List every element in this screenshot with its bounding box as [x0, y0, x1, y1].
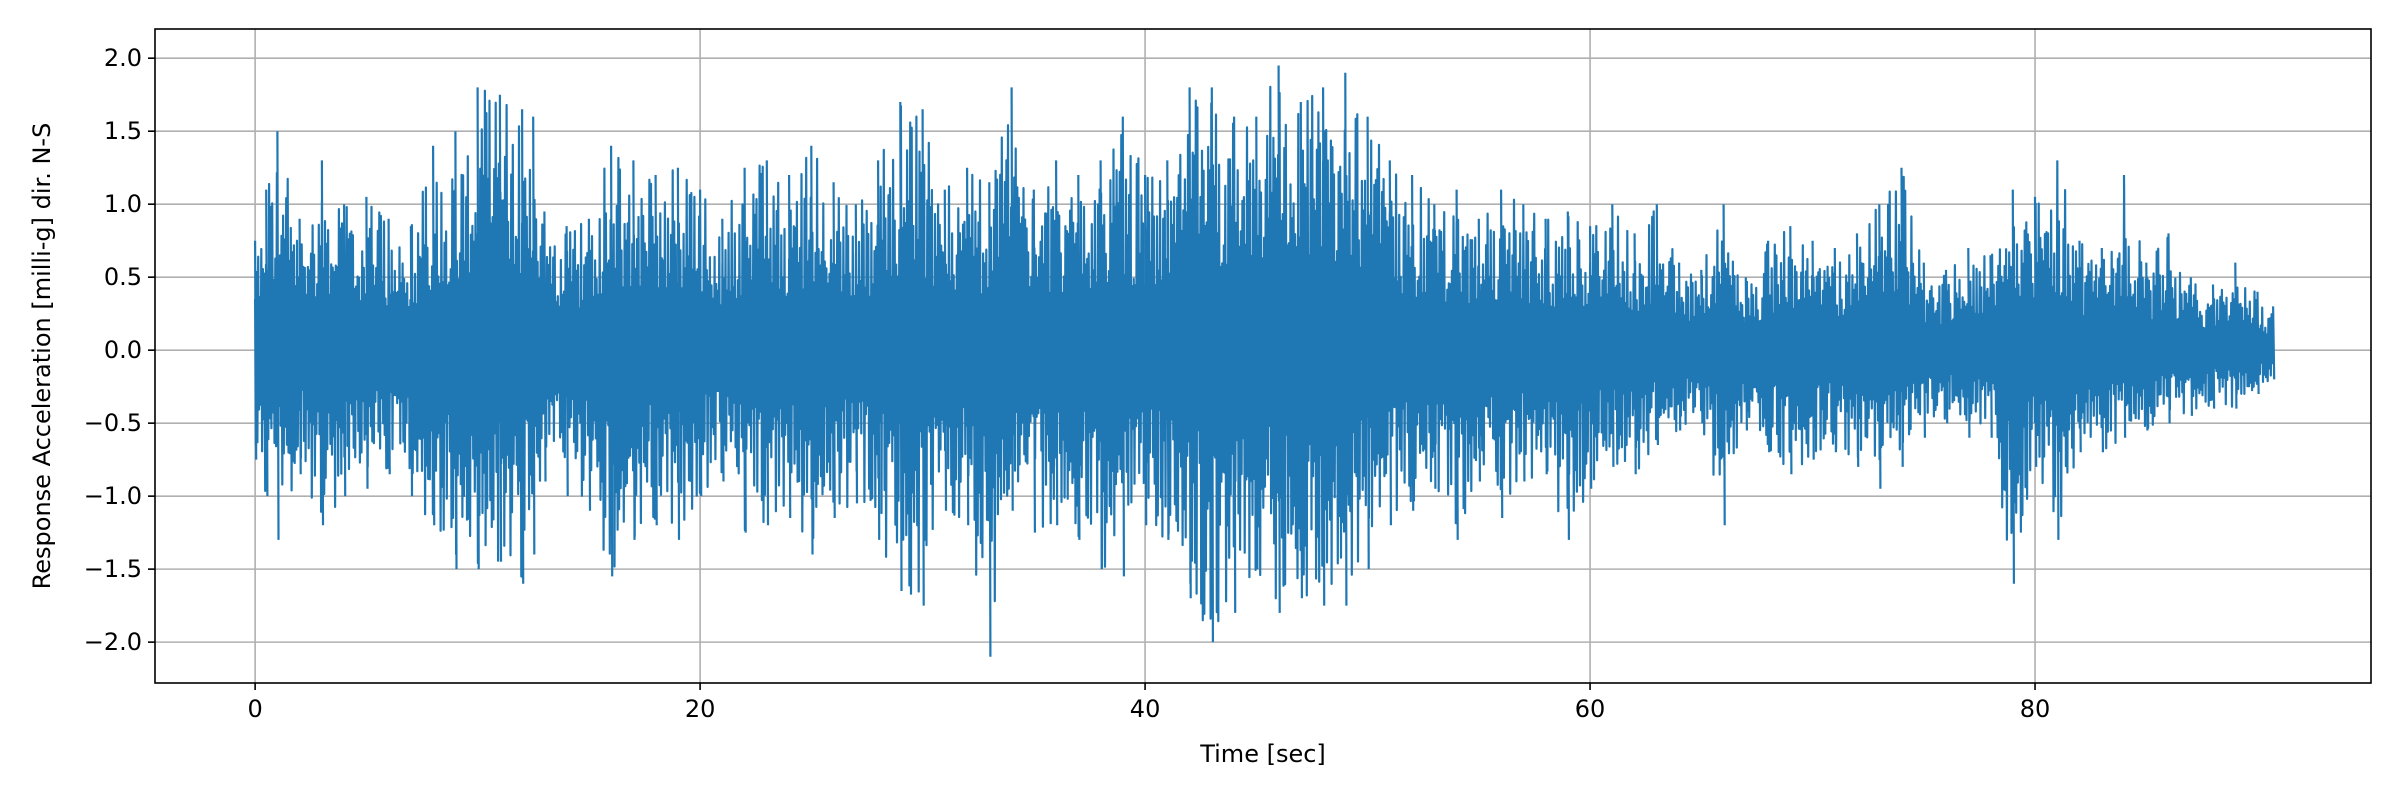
series-layer	[254, 65, 2276, 657]
y-tick-label: −0.5	[84, 409, 142, 437]
y-tick-label: 1.0	[104, 190, 142, 218]
x-axis-label: Time [sec]	[1199, 740, 1326, 768]
y-axis-label: Response Acceleration [milli-g] dir. N-S	[28, 123, 56, 590]
y-tick-label: 0.0	[104, 336, 142, 364]
x-tick-label: 20	[685, 695, 716, 723]
y-tick-label: 0.5	[104, 263, 142, 291]
y-tick-label: −2.0	[84, 628, 142, 656]
y-tick-label: −1.0	[84, 482, 142, 510]
x-tick-label: 80	[2020, 695, 2051, 723]
x-tick-label: 60	[1575, 695, 1606, 723]
series-line	[254, 65, 2276, 657]
y-tick-label: 2.0	[104, 44, 142, 72]
y-tick-label: −1.5	[84, 555, 142, 583]
x-tick-label: 0	[247, 695, 262, 723]
x-tick-label: 40	[1130, 695, 1161, 723]
plot-frame	[154, 28, 2372, 684]
ticks: 0 20 40 60 80 2.0 1.5 1.0 0.5 0.0 −0.5 −1.0 −1.5 −2.0	[84, 44, 2051, 723]
y-tick-label: 1.5	[104, 117, 142, 145]
